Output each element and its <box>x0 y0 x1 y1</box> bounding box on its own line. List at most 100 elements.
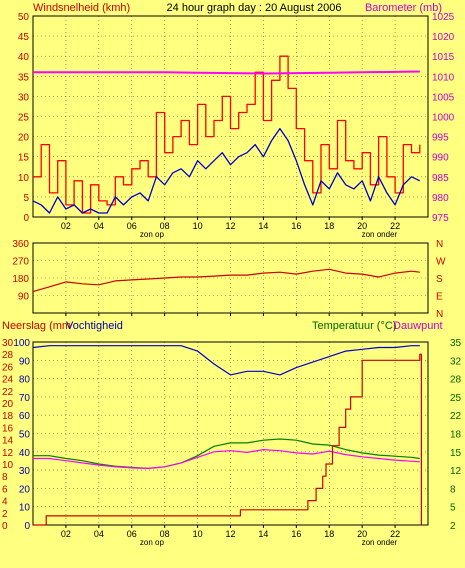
barometer-title: Barometer (mb) <box>365 2 442 14</box>
humidity-y-tick-label: 30 <box>19 466 31 477</box>
x-tick-label: 04 <box>94 529 104 539</box>
sunrise-label: zon op <box>140 230 165 239</box>
x-tick-label: 08 <box>160 529 170 539</box>
rain-y-tick-label: 0 <box>2 521 8 532</box>
x-tick-label: 20 <box>357 221 367 231</box>
rain-y-tick-label: 24 <box>2 375 14 386</box>
wind-speed-series <box>32 127 421 214</box>
x-tick-label: 10 <box>193 221 203 231</box>
humidity-y-tick-label: 40 <box>19 448 31 459</box>
x-tick-label: 04 <box>94 221 104 231</box>
compass-label: E <box>436 292 443 303</box>
barometer-y-tick-label: 980 <box>432 193 449 204</box>
humidity-y-tick-label: 10 <box>19 503 31 514</box>
wind-y-tick-label: 50 <box>18 12 30 23</box>
rain-series <box>33 353 422 526</box>
rain-y-tick-label: 6 <box>2 484 8 495</box>
humidity-y-tick-label: 90 <box>19 356 31 367</box>
chart-title: 24 hour graph day : 20 August 2006 <box>167 2 342 14</box>
wind-direction-series <box>32 268 420 293</box>
barometer-y-tick-label: 1025 <box>432 12 455 23</box>
x-tick-label: 06 <box>127 221 137 231</box>
vochtigheid-label: Vochtigheid <box>66 320 123 332</box>
wind-y-tick-label: 15 <box>18 153 30 164</box>
humidity-y-tick-label: 0 <box>24 521 30 532</box>
rain-y-tick-label: 20 <box>2 399 14 410</box>
temperature-y-tick-label: 22 <box>450 411 462 422</box>
wind-y-tick-label: 30 <box>18 92 30 103</box>
temperature-y-tick-label: 15 <box>450 448 462 459</box>
rain-y-tick-label: 30 <box>2 338 14 349</box>
x-tick-label: 10 <box>193 529 203 539</box>
temperature-y-tick-label: 28 <box>450 375 462 386</box>
wind-y-tick-label: 45 <box>18 32 30 43</box>
rain-y-tick-label: 14 <box>2 436 14 447</box>
temperature-y-tick-label: 5 <box>450 503 456 514</box>
x-tick-label: 14 <box>258 529 268 539</box>
x-tick-label: 06 <box>127 529 137 539</box>
climate-panel-frame <box>32 341 429 526</box>
grid-layer <box>33 16 428 525</box>
x-tick-label: 22 <box>390 221 400 231</box>
x-tick-label: 12 <box>225 529 235 539</box>
wind-y-tick-label: 20 <box>18 133 30 144</box>
direction-y-tick-label: 360 <box>12 239 29 250</box>
humidity-y-tick-label: 60 <box>19 411 31 422</box>
wind-gust-series <box>33 55 421 214</box>
compass-label: N <box>436 239 443 250</box>
temperature-y-tick-label: 25 <box>450 393 462 404</box>
humidity-y-tick-label: 80 <box>19 375 31 386</box>
wind-y-tick-label: 0 <box>23 213 29 224</box>
rain-y-tick-label: 4 <box>2 497 8 508</box>
temperature-y-tick-label: 32 <box>450 356 462 367</box>
temperature-y-tick-label: 2 <box>450 521 456 532</box>
x-tick-label: 16 <box>291 221 301 231</box>
compass-label: N <box>436 309 443 320</box>
dauwpunt-label: Dauwpunt <box>393 320 443 332</box>
x-tick-label: 08 <box>160 221 170 231</box>
sunrise-label: zon op <box>140 538 165 547</box>
humidity-y-tick-label: 70 <box>19 393 31 404</box>
barometer-series <box>33 70 420 75</box>
series-layer <box>32 55 422 526</box>
barometer-y-tick-label: 1005 <box>432 92 455 103</box>
humidity-series <box>32 345 420 376</box>
wind-y-tick-label: 40 <box>18 52 30 63</box>
direction-y-tick-label: 270 <box>12 257 29 268</box>
wind-y-tick-label: 35 <box>18 72 30 83</box>
rain-y-tick-label: 26 <box>2 362 14 373</box>
humidity-y-tick-label: 50 <box>19 430 31 441</box>
barometer-y-tick-label: 985 <box>432 173 449 184</box>
barometer-y-tick-label: 975 <box>432 213 449 224</box>
wind-y-tick-label: 25 <box>18 113 30 124</box>
barometer-y-tick-label: 1010 <box>432 72 455 83</box>
x-tick-label: 16 <box>291 529 301 539</box>
barometer-y-tick-label: 1000 <box>432 113 455 124</box>
x-tick-label: 18 <box>324 221 334 231</box>
rain-y-tick-label: 10 <box>2 460 14 471</box>
direction-y-tick-label: 90 <box>18 292 30 303</box>
rain-y-tick-label: 8 <box>2 472 8 483</box>
sunset-label: zon onder <box>362 538 398 547</box>
temperature-y-tick-label: 18 <box>450 430 462 441</box>
temperature-series <box>33 438 420 469</box>
barometer-y-tick-label: 1020 <box>432 32 455 43</box>
rain-y-tick-label: 28 <box>2 350 14 361</box>
x-tick-label: 14 <box>258 221 268 231</box>
wind-y-tick-label: 10 <box>18 173 30 184</box>
rain-y-tick-label: 12 <box>2 448 14 459</box>
rain-y-tick-label: 2 <box>2 509 8 520</box>
dewpoint-series <box>33 449 420 469</box>
barometer-y-tick-label: 990 <box>432 153 449 164</box>
x-tick-label: 02 <box>61 529 71 539</box>
windsnelheid-title: Windsnelheid (kmh) <box>33 2 130 14</box>
compass-label: S <box>436 274 443 285</box>
temperature-y-tick-label: 12 <box>450 466 462 477</box>
neerslag-label: Neerslag (mm <box>2 320 71 332</box>
x-tick-label: 12 <box>225 221 235 231</box>
direction-y-tick-label: 180 <box>12 274 29 285</box>
humidity-y-tick-label: 100 <box>13 338 30 349</box>
direction-panel-frame <box>32 242 429 314</box>
